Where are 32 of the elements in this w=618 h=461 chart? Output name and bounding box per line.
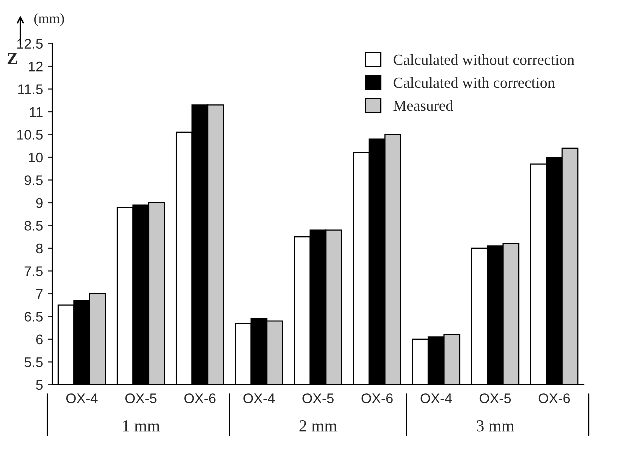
y-tick-label: 6 (36, 334, 43, 345)
y-tick-label: 10.5 (18, 130, 43, 140)
x-tick-label: OX-5 (126, 394, 157, 404)
y-tick-label: 8.5 (24, 221, 43, 231)
text: (mm) (34, 14, 64, 26)
y-tick-label: 7.5 (24, 266, 43, 276)
y-tick-label: 5.5 (24, 358, 43, 368)
legend-label: Calculated without correction (394, 54, 575, 66)
legend-label: Calculated with correction (394, 77, 556, 88)
x-tick-label: OX-4 (66, 394, 98, 404)
text: 2 mm (300, 420, 338, 432)
y-tick-label: 11.5 (18, 84, 43, 94)
x-tick-label: OX-6 (362, 394, 393, 404)
x-tick-label: OX-5 (302, 394, 334, 404)
text: 1 mm (123, 420, 160, 432)
y-tick-label: 5 (36, 380, 43, 390)
y-tick-label: 8 (36, 244, 43, 254)
y-axis-title: Z (8, 53, 18, 64)
text: 3 mm (477, 420, 514, 432)
y-tick-label: 7 (36, 289, 43, 299)
y-tick-label: 9.5 (24, 176, 43, 186)
x-tick-label: OX-6 (184, 394, 216, 404)
y-tick-label: 11 (30, 108, 43, 118)
x-tick-label: OX-6 (538, 394, 570, 404)
y-tick-label: 6.5 (24, 312, 43, 322)
y-tick-label: 12 (29, 62, 43, 72)
x-tick-label: OX-5 (480, 394, 512, 404)
legend-label: Measured (394, 100, 454, 112)
y-tick-label: 10 (29, 152, 43, 163)
y-tick-label: 9 (36, 198, 43, 208)
x-tick-label: OX-4 (244, 394, 276, 404)
x-tick-label: OX-4 (420, 394, 452, 404)
